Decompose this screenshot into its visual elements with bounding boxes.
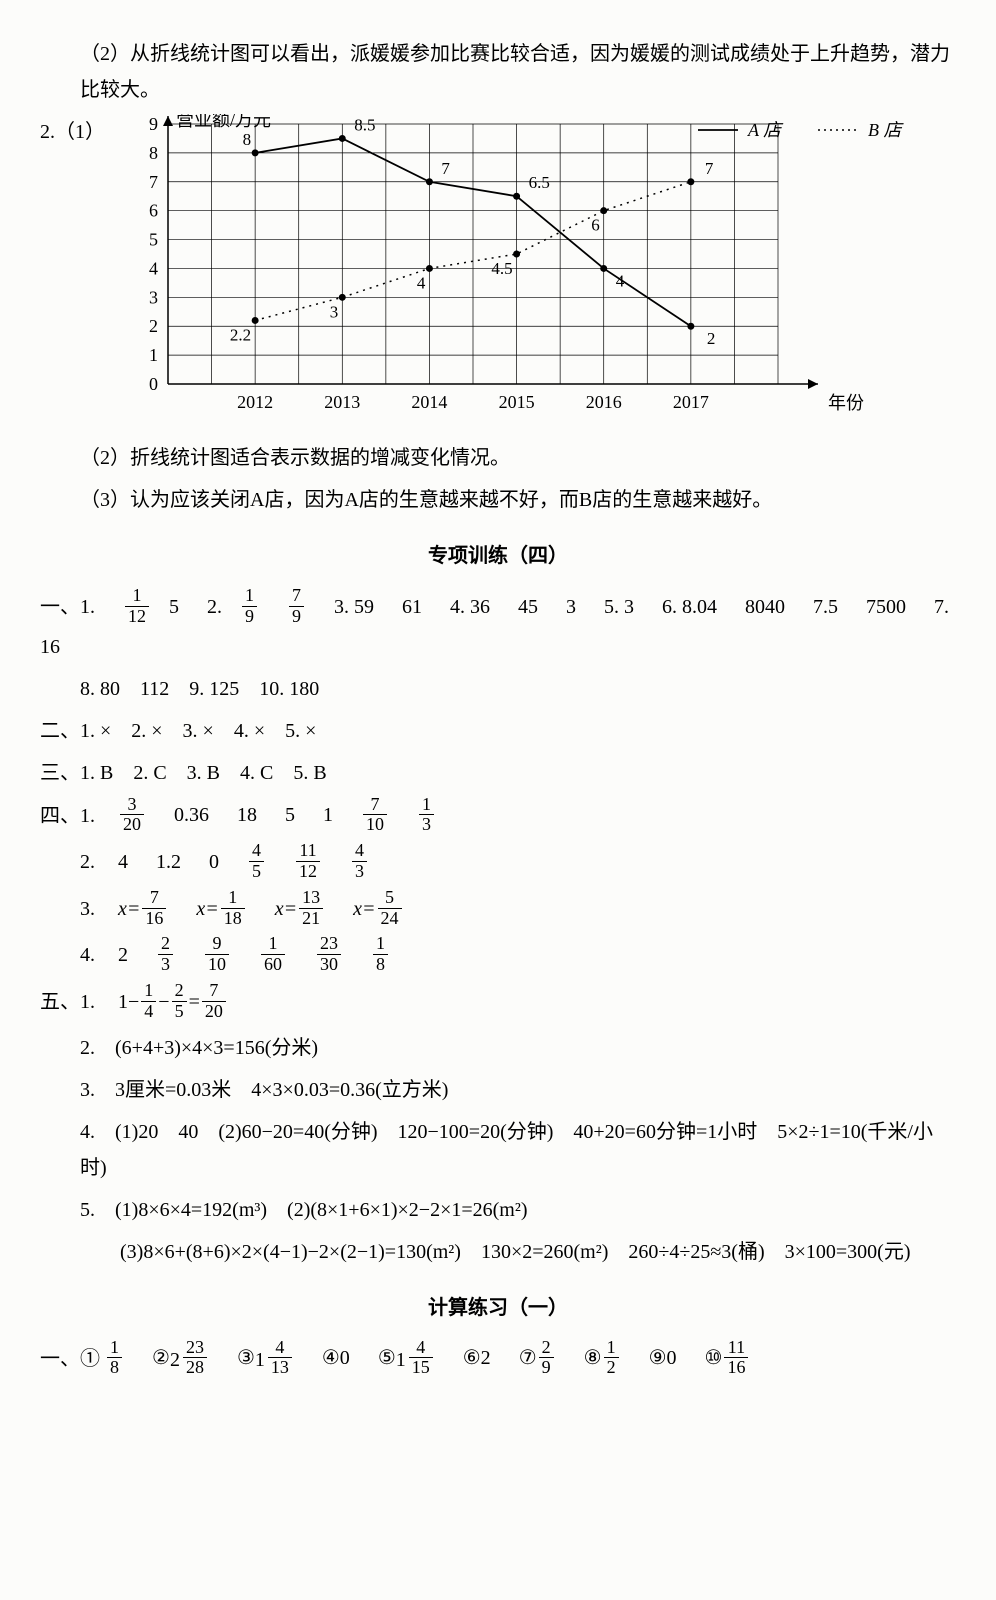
- t4-sec4-l4: 4. 223910160233018: [40, 936, 956, 977]
- items: 1−14−25=720: [118, 991, 228, 1013]
- svg-text:2017: 2017: [673, 392, 709, 412]
- svg-text:4: 4: [417, 273, 426, 292]
- svg-text:年份: 年份: [828, 393, 864, 413]
- items: 11252.19793. 59614. 364535. 36. 8.048040…: [40, 596, 949, 658]
- svg-text:4: 4: [149, 258, 158, 278]
- items: 18②22328③1413④0⑤1415⑥2⑦29⑧12⑨0⑩1116: [105, 1347, 750, 1369]
- calc1-title: 计算练习（一）: [40, 1290, 956, 1326]
- svg-text:2013: 2013: [324, 392, 360, 412]
- text: （2）折线统计图适合表示数据的增减变化情况。: [80, 447, 510, 469]
- training4-title: 专项训练（四）: [40, 538, 956, 574]
- svg-text:7: 7: [705, 159, 714, 178]
- t4-sec5-l5b: (3)8×6+(8+6)×2×(4−1)−2×(2−1)=130(m²) 130…: [40, 1234, 956, 1270]
- svg-text:4: 4: [616, 271, 625, 290]
- prefix: 四、1.: [40, 804, 95, 826]
- svg-text:6.5: 6.5: [529, 173, 550, 192]
- t4-sec1-line1: 一、1. 11252.19793. 59614. 364535. 36. 8.0…: [40, 588, 956, 665]
- revenue-line-chart: 0 1 2 3 4 5 6 7 8 9 营业额/万元年份 2012 2013 2014 2015 2016 20…: [113, 114, 943, 434]
- svg-text:8.5: 8.5: [354, 115, 375, 134]
- t4-sec2: 二、1. × 2. × 3. × 4. × 5. ×: [40, 713, 956, 749]
- prefix: 五、1.: [40, 991, 95, 1013]
- t4-sec5-l3: 3. 3厘米=0.03米 4×3×0.03=0.36(立方米): [40, 1072, 956, 1108]
- svg-text:5: 5: [149, 230, 158, 250]
- svg-text:A 店: A 店: [747, 120, 784, 140]
- svg-text:营业额/万元: 营业额/万元: [176, 114, 271, 130]
- q2-chart-row: 2.（1） 0 1 2 3 4 5 6 7 8 9 营业额/万元年份 2012 2013 2014 2015…: [40, 114, 956, 434]
- t4-sec3: 三、1. B 2. C 3. B 4. C 5. B: [40, 755, 956, 791]
- q2-sub3: （3）认为应该关闭A店，因为A店的生意越来越不好，而B店的生意越来越好。: [40, 482, 956, 518]
- t4-sec1-line2: 8. 80 112 9. 125 10. 180: [40, 671, 956, 707]
- svg-text:9: 9: [149, 114, 158, 134]
- t4-sec5-l5: 5. (1)8×6×4=192(m³) (2)(8×1+6×1)×2−2×1=2…: [40, 1192, 956, 1228]
- svg-text:8: 8: [149, 143, 158, 163]
- t4-sec5-l2: 2. (6+4+3)×4×3=156(分米): [40, 1030, 956, 1066]
- items: 41.2045111243: [118, 851, 369, 873]
- svg-text:0: 0: [149, 374, 158, 394]
- svg-text:2014: 2014: [411, 392, 447, 412]
- prefix: 一、①: [40, 1347, 100, 1369]
- t4-sec4-l1: 四、1. 3200.36185171013: [40, 797, 956, 838]
- calc1-line: 一、① 18②22328③1413④0⑤1415⑥2⑦29⑧12⑨0⑩1116: [40, 1340, 956, 1381]
- text: （3）认为应该关闭A店，因为A店的生意越来越不好，而B店的生意越来越好。: [80, 489, 772, 511]
- t4-sec5-l4: 4. (1)20 40 (2)60−20=40(分钟) 120−100=20(分…: [40, 1114, 956, 1186]
- svg-text:7: 7: [149, 172, 158, 192]
- svg-text:3: 3: [330, 302, 339, 321]
- items: 223910160233018: [118, 944, 390, 966]
- svg-text:B 店: B 店: [868, 120, 904, 140]
- svg-text:6: 6: [149, 201, 158, 221]
- t4-sec4-l3: 3. x=716x=118x=1321x=524: [40, 890, 956, 931]
- prefix: 4.: [80, 944, 95, 966]
- svg-text:6: 6: [591, 216, 600, 235]
- svg-text:2: 2: [149, 316, 158, 336]
- q2-sub2: （2）折线统计图适合表示数据的增减变化情况。: [40, 440, 956, 476]
- intro-item-2: （2）从折线统计图可以看出，派媛媛参加比赛比较合适，因为媛媛的测试成绩处于上升趋…: [40, 36, 956, 108]
- svg-text:8: 8: [243, 130, 252, 149]
- prefix: 一、1.: [40, 596, 95, 618]
- svg-text:2016: 2016: [586, 392, 622, 412]
- text: （2）从折线统计图可以看出，派媛媛参加比赛比较合适，因为媛媛的测试成绩处于上升趋…: [80, 43, 950, 101]
- svg-text:2012: 2012: [237, 392, 273, 412]
- svg-text:2.2: 2.2: [230, 325, 251, 344]
- t4-sec4-l2: 2. 41.2045111243: [40, 843, 956, 884]
- svg-text:4.5: 4.5: [491, 259, 512, 278]
- svg-text:2015: 2015: [499, 392, 535, 412]
- prefix: 2.: [80, 851, 95, 873]
- prefix: 3.: [80, 898, 95, 920]
- svg-text:3: 3: [149, 287, 158, 307]
- svg-text:2: 2: [707, 329, 716, 348]
- items: x=716x=118x=1321x=524: [118, 898, 404, 920]
- svg-text:1: 1: [149, 345, 158, 365]
- q2-label: 2.（1）: [40, 114, 113, 150]
- t4-sec5-l1: 五、1. 1−14−25=720: [40, 983, 956, 1024]
- svg-text:7: 7: [441, 159, 450, 178]
- items: 3200.36185171013: [118, 804, 436, 826]
